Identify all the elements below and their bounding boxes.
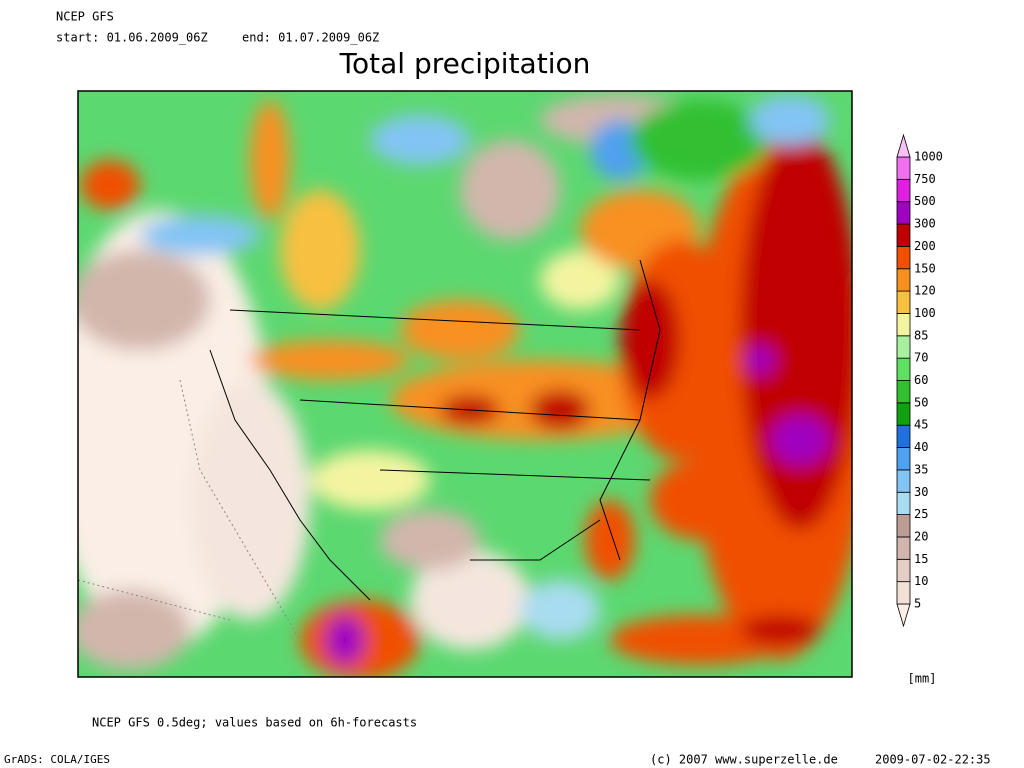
footer-note: NCEP GFS 0.5deg; values based on 6h-fore… bbox=[92, 716, 417, 730]
colorbar-box bbox=[896, 447, 911, 471]
colorbar-box bbox=[896, 178, 911, 203]
colorbar-label: 35 bbox=[914, 462, 928, 476]
colorbar-box bbox=[896, 491, 911, 516]
colorbar-label: 60 bbox=[914, 373, 928, 387]
colorbar-label: 200 bbox=[914, 239, 936, 253]
colorbar-label: 500 bbox=[914, 194, 936, 208]
model-name: NCEP GFS bbox=[56, 10, 114, 24]
colorbar-box bbox=[896, 380, 911, 404]
unit-label: [mm] bbox=[908, 672, 937, 686]
colorbar-label: 15 bbox=[914, 552, 928, 566]
colorbar-label: 100 bbox=[914, 306, 936, 320]
colorbar-box bbox=[896, 357, 911, 381]
colorbar-triangle bbox=[896, 603, 911, 628]
colorbar-label: 45 bbox=[914, 418, 928, 432]
colorbar-label: 25 bbox=[914, 507, 928, 521]
colorbar-box bbox=[896, 581, 911, 605]
colorbar-label: 10 bbox=[914, 574, 928, 588]
colorbar-box bbox=[896, 402, 911, 426]
colorbar: 5 10 15 20 25 30 35 40 45 50 60 70 85 100 120 150 200 300… bbox=[896, 133, 943, 628]
colorbar-label: 120 bbox=[914, 284, 936, 298]
colorbar-label: 20 bbox=[914, 529, 928, 543]
colorbar-box bbox=[896, 313, 911, 337]
copyright: (c) 2007 www.superzelle.de bbox=[650, 753, 838, 767]
colorbar-box bbox=[896, 290, 911, 314]
precipitation-map bbox=[78, 91, 852, 677]
colorbar-box bbox=[896, 536, 911, 560]
colorbar-label: 85 bbox=[914, 328, 928, 342]
colorbar-box bbox=[896, 201, 911, 225]
colorbar-label: 5 bbox=[914, 597, 921, 611]
colorbar-triangle bbox=[896, 133, 911, 158]
colorbar-label: 150 bbox=[914, 261, 936, 275]
colorbar-label: 300 bbox=[914, 217, 936, 231]
colorbar-box bbox=[896, 558, 911, 583]
start-time: start: 01.06.2009_06Z bbox=[56, 31, 208, 45]
colorbar-box bbox=[896, 514, 911, 538]
colorbar-label: 30 bbox=[914, 485, 928, 499]
colorbar-box bbox=[896, 335, 911, 359]
colorbar-box bbox=[896, 469, 911, 493]
colorbar-box bbox=[896, 424, 911, 448]
end-time: end: 01.07.2009_06Z bbox=[242, 31, 379, 45]
software-credit: GrADS: COLA/IGES bbox=[4, 753, 110, 766]
map-frame bbox=[77, 90, 853, 678]
colorbar-label: 750 bbox=[914, 172, 936, 186]
timestamp: 2009-07-02-22:35 bbox=[875, 753, 991, 767]
colorbar-box bbox=[896, 268, 911, 292]
map-title: Total precipitation bbox=[339, 47, 591, 80]
colorbar-label: 70 bbox=[914, 351, 928, 365]
colorbar-box bbox=[896, 156, 911, 180]
colorbar-label: 50 bbox=[914, 395, 928, 409]
colorbar-box bbox=[896, 245, 911, 270]
colorbar-label: 1000 bbox=[914, 150, 943, 164]
colorbar-box bbox=[896, 223, 911, 247]
colorbar-label: 40 bbox=[914, 440, 928, 454]
